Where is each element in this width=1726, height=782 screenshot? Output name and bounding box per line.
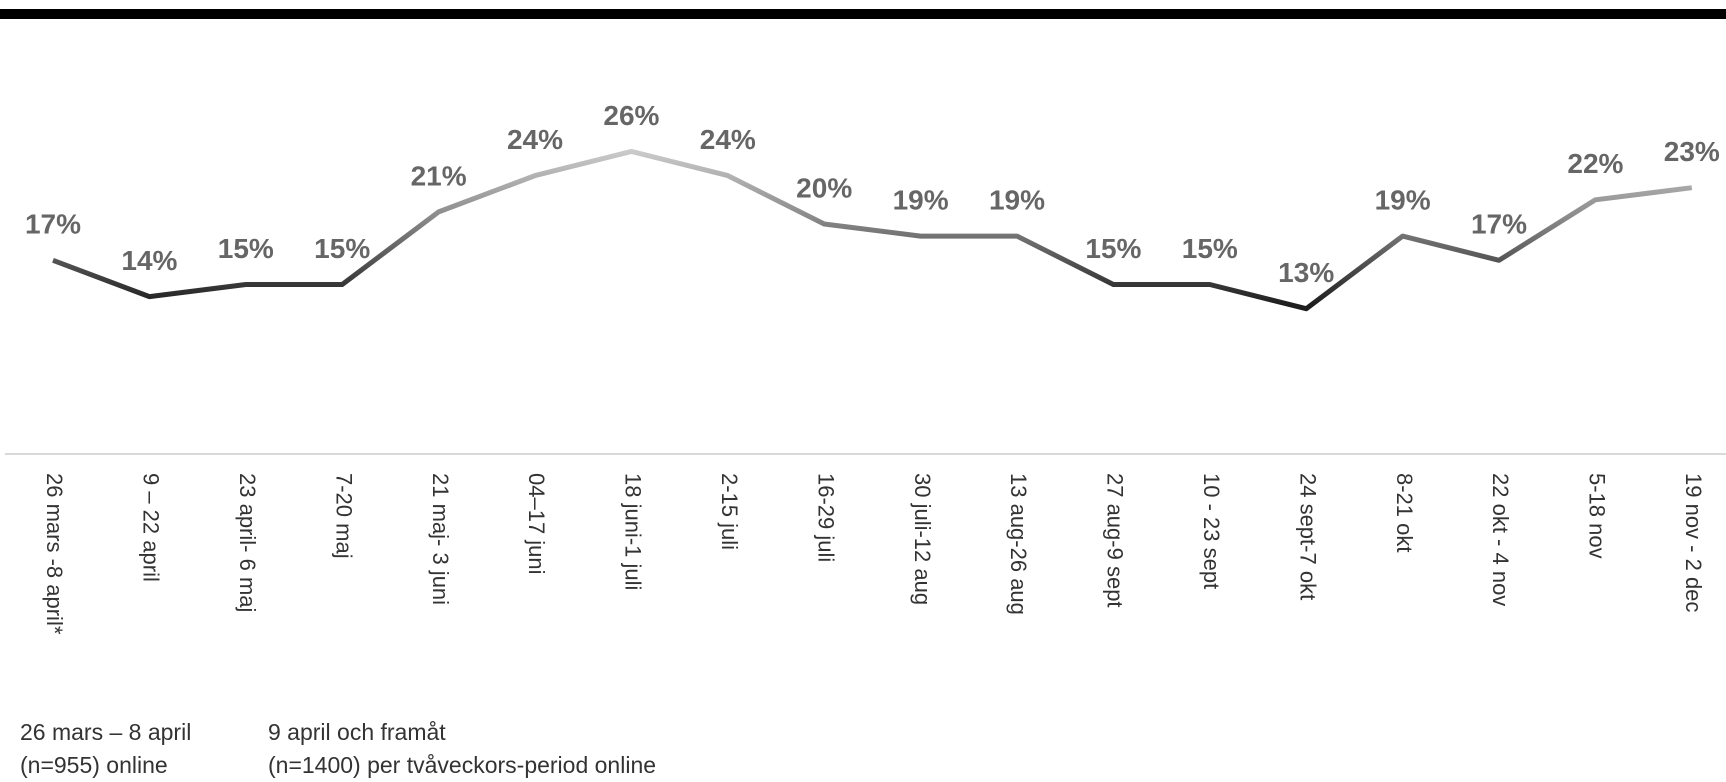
footnote: (n=1400) per tvåveckors-period online xyxy=(268,752,656,778)
data-label: 15% xyxy=(218,233,274,264)
x-tick-label: 9 – 22 april xyxy=(139,473,164,582)
top-bar xyxy=(0,9,1726,19)
data-label: 26% xyxy=(603,100,659,131)
data-label: 19% xyxy=(1375,184,1431,215)
footnote: 26 mars – 8 april xyxy=(20,719,191,745)
x-tick-label: 10 - 23 sept xyxy=(1199,473,1224,589)
data-label: 24% xyxy=(507,124,563,155)
x-tick-label: 2-15 juli xyxy=(717,473,742,550)
x-tick-label: 22 okt - 4 nov xyxy=(1488,473,1513,606)
data-label: 22% xyxy=(1567,148,1623,179)
data-label: 15% xyxy=(1085,233,1141,264)
data-label: 14% xyxy=(121,245,177,276)
x-tick-label: 30 juli-12 aug xyxy=(910,473,935,605)
footnote: 9 april och framåt xyxy=(268,719,446,745)
data-label: 20% xyxy=(796,172,852,203)
footnote: (n=955) online xyxy=(20,752,168,778)
x-tick-label: 21 maj- 3 juni xyxy=(428,473,453,605)
x-tick-label: 23 april- 6 maj xyxy=(235,473,260,612)
x-tick-label: 04–17 juni xyxy=(524,473,549,575)
data-label: 24% xyxy=(700,124,756,155)
line xyxy=(52,148,1693,312)
data-label: 21% xyxy=(411,160,467,191)
data-label: 17% xyxy=(25,209,81,240)
data-label: 23% xyxy=(1664,136,1720,167)
data-label: 15% xyxy=(314,233,370,264)
x-tick-label: 13 aug-26 aug xyxy=(1006,473,1031,615)
x-tick-label: 18 juni-1 juli xyxy=(621,473,646,590)
x-tick-label: 8-21 okt xyxy=(1392,473,1417,553)
x-tick-label: 16-29 juli xyxy=(813,473,838,562)
data-label: 19% xyxy=(989,184,1045,215)
data-label: 13% xyxy=(1278,257,1334,288)
x-tick-label: 24 sept-7 okt xyxy=(1295,473,1320,600)
x-tick-label: 5-18 nov xyxy=(1585,473,1610,559)
x-tick-label: 26 mars -8 april* xyxy=(42,473,67,635)
data-label: 19% xyxy=(893,184,949,215)
data-label: 17% xyxy=(1471,209,1527,240)
x-tick-label: 19 nov - 2 dec xyxy=(1681,473,1706,612)
x-tick-label: 27 aug-9 sept xyxy=(1103,473,1128,608)
data-label: 15% xyxy=(1182,233,1238,264)
x-tick-label: 7-20 maj xyxy=(331,473,356,559)
